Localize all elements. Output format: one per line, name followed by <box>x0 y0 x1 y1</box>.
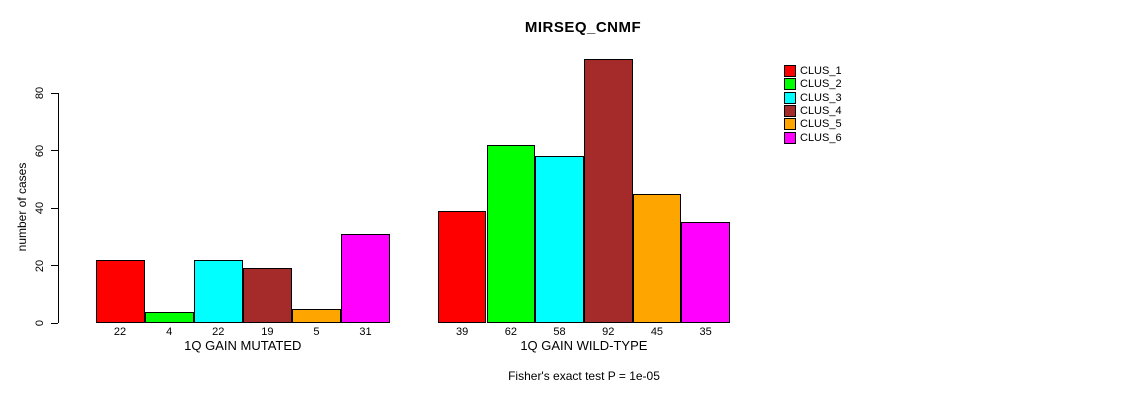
bar-clus_4 <box>583 58 633 323</box>
bar-value-label: 31 <box>359 326 372 338</box>
y-tick-mark <box>51 207 58 209</box>
bar-clus_1 <box>95 259 145 323</box>
group-label: 1Q GAIN MUTATED <box>184 338 302 353</box>
bar-clus_4 <box>242 268 292 323</box>
bar-value-label: 22 <box>212 326 225 338</box>
legend-item-label: CLUS_2 <box>800 78 842 91</box>
bar-clus_3 <box>193 259 243 323</box>
y-tick-label: 40 <box>34 201 46 215</box>
legend-color-swatch <box>784 131 796 144</box>
annotation-text: Fisher's exact test P = 1e-05 <box>508 369 660 383</box>
legend-item: CLUS_1 <box>784 65 864 77</box>
bar-clus_6 <box>341 233 391 323</box>
bar-clus_3 <box>535 156 584 323</box>
legend-item-label: CLUS_4 <box>800 105 842 118</box>
bar-value-label: 19 <box>261 326 274 338</box>
bar-clus_2 <box>144 311 194 323</box>
legend-color-swatch <box>784 105 796 118</box>
bar-value-label: 35 <box>699 326 712 338</box>
bar-value-label: 45 <box>650 326 664 338</box>
legend-item-label: CLUS_1 <box>800 65 842 77</box>
legend-item-label: CLUS_6 <box>800 131 842 144</box>
legend-item: CLUS_3 <box>784 91 864 104</box>
legend-item: CLUS_5 <box>784 118 864 131</box>
legend-color-swatch <box>784 78 796 91</box>
y-axis-label: number of cases <box>15 162 29 252</box>
legend-item: CLUS_4 <box>784 105 864 118</box>
legend-item-label: CLUS_5 <box>800 118 842 131</box>
y-tick-label: 80 <box>34 86 46 100</box>
legend-item: CLUS_2 <box>784 78 864 91</box>
group-label: 1Q GAIN WILD-TYPE <box>520 338 648 353</box>
y-tick-label: 60 <box>34 144 46 157</box>
y-axis-line <box>58 92 59 323</box>
legend-color-swatch <box>784 91 796 104</box>
legend-color-swatch <box>784 118 796 131</box>
y-tick-mark <box>51 322 58 324</box>
bar-clus_5 <box>632 193 682 323</box>
y-tick-mark <box>51 92 58 94</box>
bar-clus_1 <box>437 210 487 323</box>
bar-value-label: 92 <box>602 326 615 338</box>
bar-value-label: 22 <box>113 326 127 338</box>
y-tick-label: 0 <box>34 319 46 327</box>
legend-item: CLUS_6 <box>784 131 864 144</box>
legend-item-label: CLUS_3 <box>800 91 842 104</box>
y-tick-label: 20 <box>34 259 46 272</box>
chart-title: MIRSEQ_CNMF <box>524 19 642 36</box>
y-tick-mark <box>51 265 58 266</box>
y-tick-mark <box>51 150 58 151</box>
legend-color-swatch <box>784 65 796 77</box>
bar-value-label: 58 <box>553 326 566 338</box>
bar-value-label: 39 <box>456 326 469 338</box>
bar-value-label: 4 <box>166 326 173 338</box>
bar-clus_6 <box>681 222 730 323</box>
bar-clus_5 <box>291 308 341 323</box>
bar-value-label: 5 <box>313 326 320 338</box>
bar-clus_2 <box>486 144 536 323</box>
bar-value-label: 62 <box>504 326 517 338</box>
